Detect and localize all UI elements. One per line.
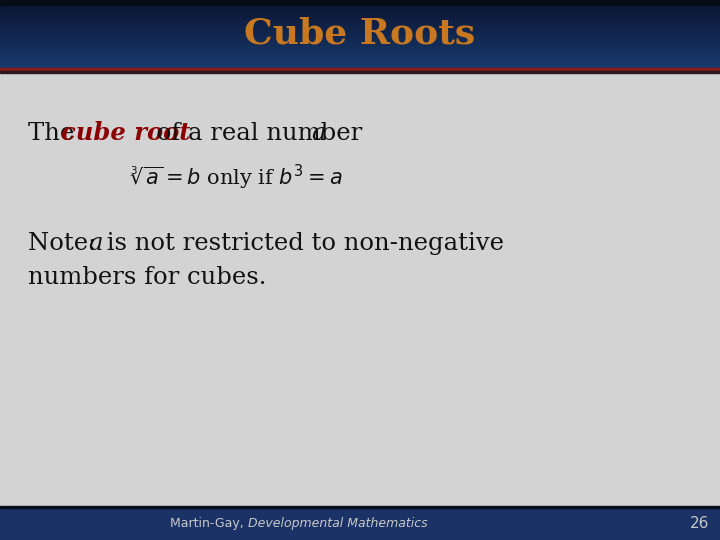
Bar (0, 44, 720, 45)
Text: a: a (311, 122, 325, 145)
Bar (0, 63, 720, 65)
Bar (0, 0, 720, 1)
Bar (0, 39, 720, 41)
Bar (0, 8, 720, 9)
Bar (0, 18, 720, 19)
Bar (0, 40, 720, 42)
Bar (0, 506, 720, 508)
Bar (0, 28, 720, 30)
Bar (0, 25, 720, 27)
Bar (0, 66, 720, 68)
Bar (0, 19, 720, 21)
Text: 26: 26 (690, 516, 710, 531)
Bar (0, 23, 720, 25)
Bar (0, 52, 720, 53)
Bar (0, 2, 720, 3)
Bar (0, 71, 720, 73)
Bar (0, 0, 720, 5)
Bar (0, 6, 720, 8)
Bar (0, 42, 720, 43)
Text: of a real number: of a real number (149, 122, 370, 145)
Bar (0, 58, 720, 60)
Bar (0, 13, 720, 15)
Bar (0, 68, 720, 71)
Text: The: The (28, 122, 82, 145)
Bar (0, 38, 720, 39)
Bar (0, 60, 720, 62)
Bar (0, 64, 720, 66)
Bar (0, 47, 720, 49)
Text: is not restricted to non-negative: is not restricted to non-negative (99, 232, 504, 255)
Text: cube root: cube root (61, 121, 191, 145)
Bar (0, 49, 720, 51)
Text: Cube Roots: Cube Roots (244, 17, 476, 51)
Bar (0, 4, 720, 5)
Text: Note:: Note: (28, 232, 112, 255)
Bar (0, 3, 720, 4)
Bar (0, 53, 720, 55)
Bar (0, 5, 720, 7)
Bar (0, 57, 720, 59)
Text: Martin-Gay,: Martin-Gay, (170, 517, 248, 530)
Bar (0, 62, 720, 64)
Bar (0, 51, 720, 52)
Bar (0, 59, 720, 61)
Bar (0, 508, 720, 540)
Text: Developmental Mathematics: Developmental Mathematics (248, 517, 428, 530)
Bar (0, 26, 720, 28)
Bar (0, 14, 720, 16)
Bar (0, 56, 720, 58)
Bar (0, 24, 720, 26)
Bar (0, 1, 720, 2)
Bar (0, 48, 720, 50)
Bar (0, 11, 720, 12)
Bar (0, 32, 720, 34)
Bar (0, 65, 720, 67)
Bar (0, 54, 720, 56)
Bar (0, 31, 720, 33)
Bar (0, 30, 720, 32)
Text: numbers for cubes.: numbers for cubes. (28, 266, 266, 289)
Bar (0, 10, 720, 11)
Bar (0, 35, 720, 36)
Bar (0, 17, 720, 18)
Bar (0, 33, 720, 35)
Bar (0, 21, 720, 23)
Bar (0, 22, 720, 24)
Text: a: a (88, 232, 102, 255)
Bar (0, 46, 720, 48)
Text: $\sqrt[3]{a} = b$ only if $b^3 = a$: $\sqrt[3]{a} = b$ only if $b^3 = a$ (130, 163, 343, 192)
Bar (0, 9, 720, 10)
Bar (0, 12, 720, 14)
Bar (0, 36, 720, 37)
Bar (0, 45, 720, 46)
Bar (0, 15, 720, 17)
Bar (0, 55, 720, 57)
Bar (0, 37, 720, 38)
Bar (0, 43, 720, 44)
Bar (0, 29, 720, 31)
Bar (0, 20, 720, 22)
